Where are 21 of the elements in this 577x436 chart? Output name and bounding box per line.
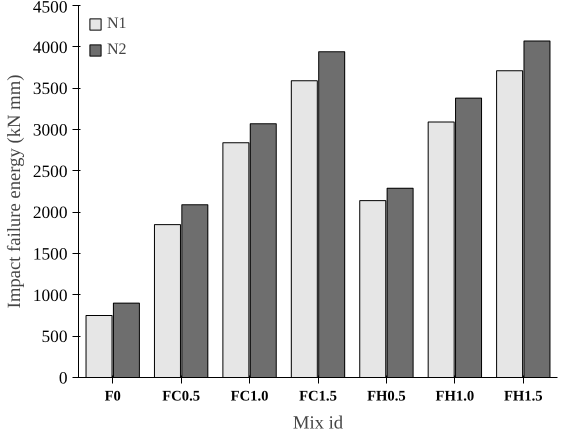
x-tick-label: F0: [104, 388, 121, 404]
x-tick-label: FC1.5: [299, 388, 337, 404]
y-tick-label: 2000: [32, 203, 68, 222]
y-tick-label: 1500: [32, 244, 68, 264]
x-tick-label: FH1.5: [504, 388, 543, 404]
y-tick-label: 3000: [32, 120, 68, 140]
legend-label: N1: [107, 15, 127, 33]
y-tick-label: 500: [42, 327, 68, 346]
x-tick-label: FH1.0: [436, 388, 474, 404]
y-tick-label: 1000: [32, 286, 68, 305]
y-tick-label: 0: [58, 368, 68, 388]
y-tick-label: 3500: [32, 79, 68, 98]
y-axis-title: Impact failure energy (kN mm): [4, 74, 25, 308]
x-tick-label: FH0.5: [367, 388, 406, 404]
y-tick-label: 2500: [32, 162, 68, 181]
legend-label: N2: [107, 41, 127, 59]
x-tick-label: FC0.5: [162, 388, 200, 404]
y-tick-label: 4500: [32, 0, 68, 16]
x-axis-title: Mix id: [292, 412, 344, 434]
y-tick-label: 4000: [32, 38, 68, 57]
x-tick-label: FC1.0: [230, 388, 268, 404]
